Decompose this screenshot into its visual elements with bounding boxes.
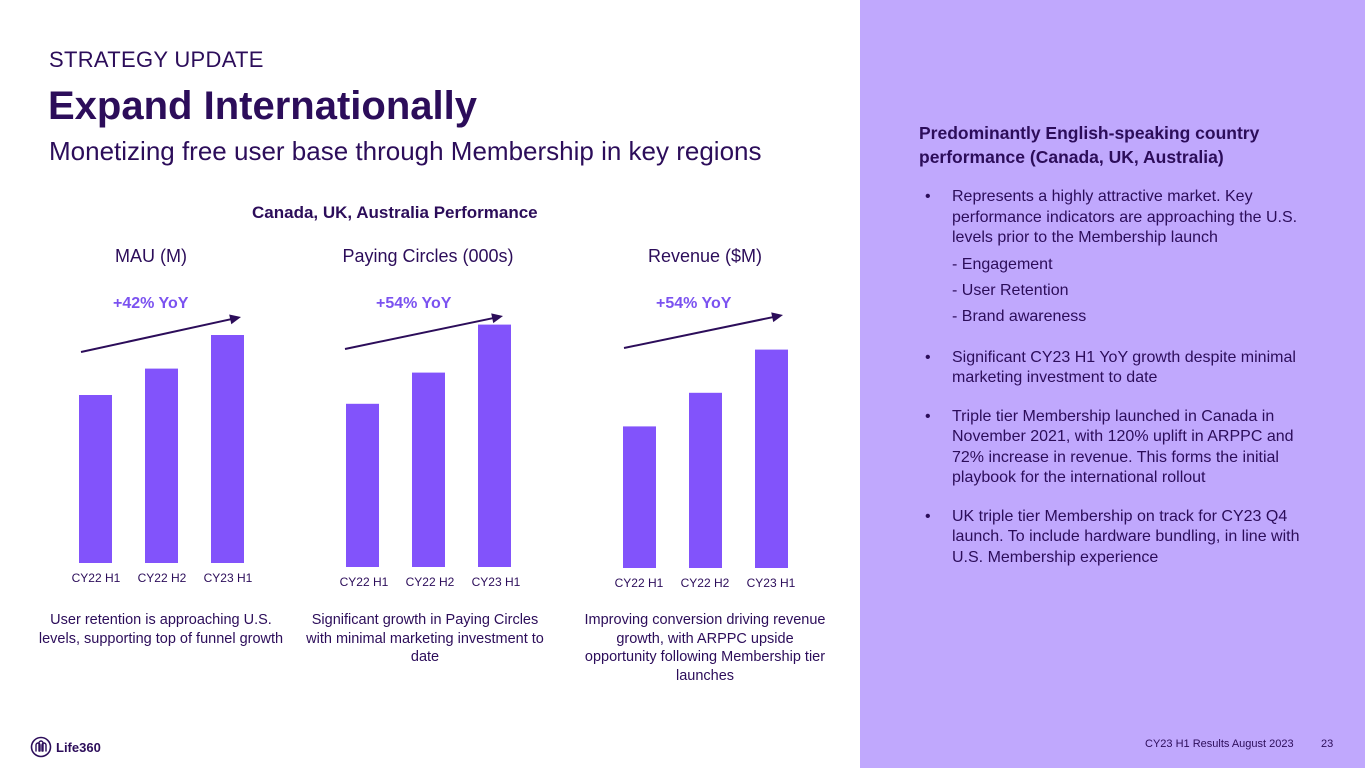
- logo-text: Life360: [56, 739, 101, 755]
- panel-heading: Predominantly English-speaking country p…: [919, 123, 1260, 167]
- chart-mau: MAU (M) +42% YoY CY22 H1 CY22 H2 CY23 H1…: [36, 240, 286, 700]
- bar-cy22-h2: [412, 372, 445, 567]
- trend-arrow-head-icon: [771, 312, 783, 323]
- sub-item: - Brand awareness: [952, 307, 1087, 325]
- section-title: Canada, UK, Australia Performance: [252, 203, 538, 222]
- bullet-dot: •: [925, 407, 931, 425]
- side-panel: [860, 0, 1365, 768]
- sub-item: - User Retention: [952, 281, 1069, 299]
- eyebrow-label: STRATEGY UPDATE: [49, 47, 264, 72]
- bullet-text: Represents a highly attractive market. K…: [952, 188, 1298, 246]
- bar-cy22-h1: [623, 426, 656, 568]
- chart-annotation: +54% YoY: [376, 295, 452, 312]
- x-tick-label: CY22 H1: [339, 575, 389, 589]
- bullet-text: Triple tier Membership launched in Canad…: [952, 407, 1294, 487]
- chart-title: MAU (M): [115, 246, 187, 266]
- chart-title: Paying Circles (000s): [342, 246, 514, 266]
- chart-note: Improving conversion driving revenue gro…: [584, 612, 826, 684]
- bullet-item: • Represents a highly attractive market.…: [925, 187, 1325, 330]
- brand-logo: Life360: [30, 736, 101, 758]
- chart-revenue: Revenue ($M) +54% YoY CY22 H1 CY22 H2 CY…: [580, 240, 830, 700]
- trend-arrow-line: [80, 317, 236, 353]
- x-tick-label: CY23 H1: [203, 571, 253, 585]
- bar-cy23-h1: [478, 324, 511, 567]
- sub-item: - Engagement: [952, 255, 1053, 273]
- chart-note: Significant growth in Paying Circles wit…: [306, 612, 544, 665]
- bar-cy22-h2: [689, 392, 722, 568]
- bullet-item: • Significant CY23 H1 YoY growth despite…: [925, 348, 1325, 389]
- x-tick-label: CY22 H1: [614, 576, 664, 590]
- bar-cy23-h1: [211, 335, 244, 563]
- page-subtitle: Monetizing free user base through Member…: [49, 136, 762, 166]
- bullet-dot: •: [925, 188, 931, 205]
- bullet-dot: •: [925, 507, 931, 525]
- bullet-item: • UK triple tier Membership on track for…: [925, 507, 1325, 569]
- chart-plot: [623, 312, 788, 568]
- sub-list: - Engagement - User Retention - Brand aw…: [952, 252, 1325, 330]
- bullet-text: UK triple tier Membership on track for C…: [952, 507, 1300, 566]
- x-tick-label: CY22 H2: [405, 575, 455, 589]
- trend-arrow-line: [344, 316, 498, 350]
- bar-cy22-h1: [79, 395, 112, 563]
- chart-annotation: +42% YoY: [113, 295, 189, 312]
- footer-text: CY23 H1 Results August 2023: [1145, 738, 1294, 750]
- bullet-text: Significant CY23 H1 YoY growth despite m…: [952, 348, 1296, 387]
- bullet-dot: •: [925, 348, 931, 366]
- chart-title: Revenue ($M): [647, 246, 763, 266]
- trend-arrow-head-icon: [491, 313, 503, 324]
- x-tick-label: CY22 H2: [680, 576, 730, 590]
- trend-arrow-line: [623, 315, 778, 349]
- chart-note: User retention is approaching U.S. level…: [38, 612, 284, 647]
- bar-cy22-h2: [145, 368, 178, 563]
- page-title: Expand Internationally: [48, 84, 477, 128]
- x-tick-label: CY23 H1: [746, 576, 796, 590]
- x-tick-label: CY23 H1: [471, 575, 521, 589]
- life360-logo-icon: [30, 736, 52, 758]
- x-tick-label: CY22 H1: [71, 571, 121, 585]
- chart-plot: [344, 313, 511, 567]
- bar-cy22-h1: [346, 403, 379, 567]
- bar-cy23-h1: [755, 349, 788, 568]
- chart-annotation: +54% YoY: [656, 295, 732, 312]
- bullet-item: • Triple tier Membership launched in Can…: [925, 407, 1325, 489]
- trend-arrow-head-icon: [229, 314, 241, 325]
- x-tick-label: CY22 H2: [137, 571, 187, 585]
- chart-plot: [79, 314, 244, 563]
- bullet-list: • Represents a highly attractive market.…: [925, 187, 1325, 586]
- chart-paying-circles: Paying Circles (000s) +54% YoY CY22 H1 C…: [303, 240, 553, 700]
- page-number: 23: [1321, 738, 1334, 750]
